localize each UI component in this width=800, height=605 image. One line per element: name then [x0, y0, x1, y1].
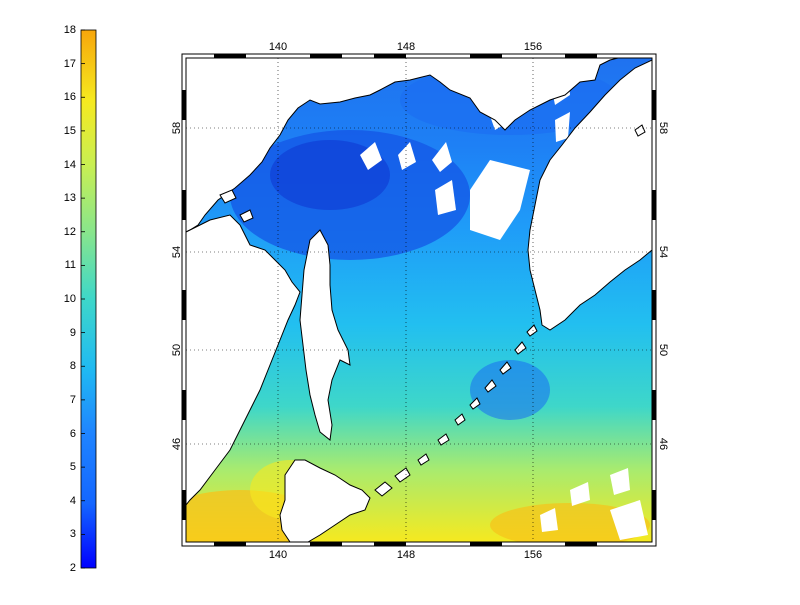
colorbar-tick-label: 15 [63, 124, 76, 137]
graticule [186, 58, 652, 542]
colorbar-tick-label: 10 [63, 293, 76, 305]
colorbar-tick-label: 4 [69, 494, 76, 507]
x-tick-top-2: 148 [397, 41, 415, 53]
colorbar-tick-label: 14 [63, 158, 76, 171]
colorbar-svg [80, 29, 97, 569]
colorbar-tick-label: 12 [63, 225, 76, 238]
colorbar-tick-lines [81, 29, 85, 569]
colorbar-tick-label: 5 [69, 461, 76, 474]
colorbar-tick-label: 3 [69, 528, 76, 541]
x-tick-bottom-3: 156 [524, 549, 542, 560]
x-tick-top-1: 140 [269, 41, 287, 53]
x-tick-top-3: 156 [524, 41, 542, 53]
x-tick-bottom-2: 148 [397, 549, 415, 560]
map-svg: 140 148 156 140 148 156 58 54 50 46 58 5… [171, 41, 669, 561]
y-tick-left-3: 50 [171, 344, 183, 356]
y-tick-left-4: 46 [171, 438, 183, 450]
y-tick-right-2: 54 [657, 246, 669, 258]
colorbar-tick-label: 17 [63, 57, 76, 70]
axis-labels: 140 148 156 140 148 156 58 54 50 46 58 5… [171, 41, 669, 561]
x-tick-bottom-1: 140 [269, 549, 287, 560]
y-tick-right-3: 50 [657, 344, 669, 356]
y-tick-right-1: 58 [657, 122, 669, 134]
colorbar-tick-label: 2 [69, 562, 76, 574]
y-tick-right-4: 46 [657, 438, 669, 450]
map-panel: 140 148 156 140 148 156 58 54 50 46 58 5… [170, 20, 670, 561]
colorbar: 2 3 4 5 6 7 8 9 10 11 12 13 14 15 16 17 18 [0, 0, 120, 600]
map-frame [181, 53, 657, 547]
colorbar-tick-label: 8 [69, 360, 76, 373]
y-tick-left-1: 58 [171, 122, 183, 134]
colorbar-tick-label: 11 [64, 259, 76, 272]
y-tick-left-2: 54 [171, 246, 183, 258]
colorbar-tick-label: 7 [69, 393, 76, 406]
colorbar-tick-label: 16 [63, 91, 76, 104]
colorbar-tick-label: 9 [69, 326, 76, 339]
colorbar-tick-label: 18 [63, 24, 76, 36]
land-masses [185, 57, 653, 543]
colorbar-tick-label: 6 [69, 427, 76, 440]
colorbar-tick-label: 13 [63, 192, 76, 205]
